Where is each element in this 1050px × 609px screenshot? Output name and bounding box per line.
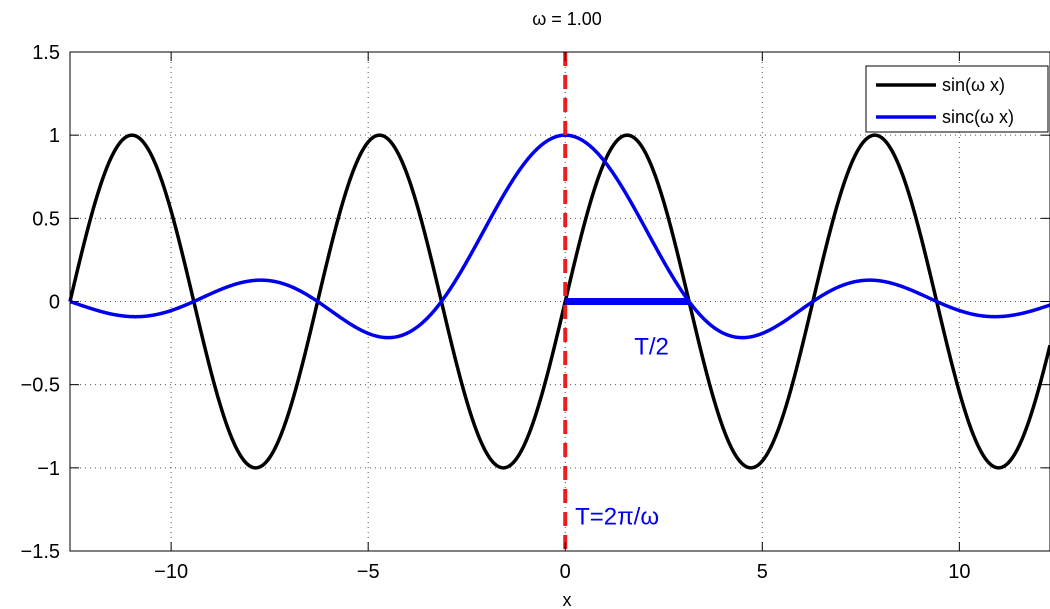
series-line-sin [68, 133, 1050, 470]
legend-box [865, 65, 1049, 133]
x-tick-label: 5 [757, 561, 768, 583]
y-tick-label: −1.5 [21, 541, 60, 563]
y-tick-label: 0 [49, 292, 60, 314]
legend-label-sinc: sinc(ω x) [942, 107, 1014, 127]
annotation-label: T/2 [634, 334, 669, 361]
series-line-sinc [69, 133, 1050, 340]
y-tick-label: −1 [37, 458, 60, 480]
overlay-layer [563, 52, 690, 551]
x-tick-label: −5 [357, 561, 380, 583]
y-tick-label: 0.5 [32, 208, 60, 230]
x-tick-label: −10 [154, 561, 188, 583]
annotation-label: T=2π/ω [575, 503, 659, 530]
chart-title: ω = 1.00 [532, 9, 602, 29]
x-tick-label: 0 [560, 561, 571, 583]
series-layer [68, 133, 1050, 470]
ticks: −10 −5 0 5 10 −1.5 −1 −0.5 0 0.5 1 1.5 [21, 42, 1050, 583]
legend-label-sin: sin(ω x) [942, 75, 1005, 95]
x-axis-label: x [563, 590, 572, 609]
annotations: T/2 T=2π/ω [575, 334, 669, 531]
y-tick-label: 1 [49, 125, 60, 147]
x-tick-label: 10 [948, 561, 970, 583]
y-tick-label: 1.5 [32, 42, 60, 64]
legend: sin(ω x) sinc(ω x) [865, 65, 1049, 133]
y-tick-label: −0.5 [21, 375, 60, 397]
